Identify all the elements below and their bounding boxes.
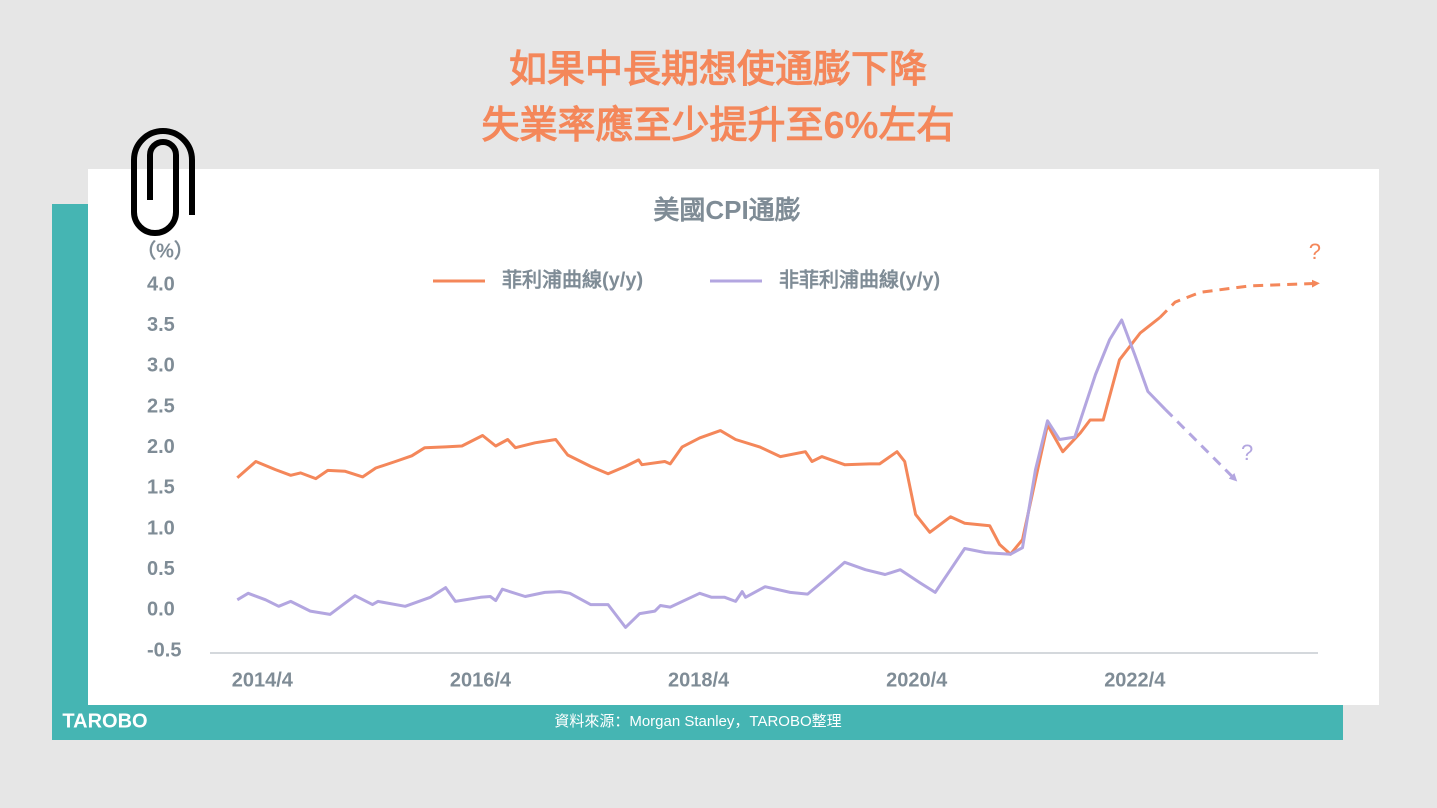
y-tick-label: 2.0 [147,436,175,458]
x-tick-label: 2016/4 [450,669,512,691]
logo: TAROBO [62,710,147,732]
x-tick-label: 2014/4 [232,669,294,691]
source-note: 資料來源：Morgan Stanley，TAROBO整理 [554,713,841,730]
y-tick-label: 0.5 [147,558,175,580]
legend-label: 非菲利浦曲線(y/y) [779,267,940,291]
legend-label: 菲利浦曲線(y/y) [502,267,643,291]
y-tick-label: 2.5 [147,395,175,417]
y-axis-label: （%） [136,239,194,262]
chart-title: 美國CPI通膨 [653,195,800,225]
y-tick-label: 1.5 [147,477,175,499]
y-tick-label: -0.5 [147,639,181,661]
title-line: 失業率應至少提升至6%左右 [482,104,955,147]
y-tick-label: 4.0 [147,273,175,295]
x-tick-label: 2018/4 [668,669,730,691]
y-tick-label: 1.0 [147,517,175,539]
x-tick-label: 2022/4 [1104,669,1166,691]
series-line [236,318,1167,629]
x-tick-label: 2020/4 [886,669,948,691]
title-line: 如果中長期想使通膨下降 [509,49,927,91]
projection-label: ? [1241,440,1253,465]
projection-label: ? [1309,239,1321,264]
y-tick-label: 0.0 [147,599,175,621]
y-tick-label: 3.5 [147,314,175,336]
y-tick-label: 3.0 [147,355,175,377]
paperclip-icon [131,128,195,236]
projection-line [1158,279,1320,319]
